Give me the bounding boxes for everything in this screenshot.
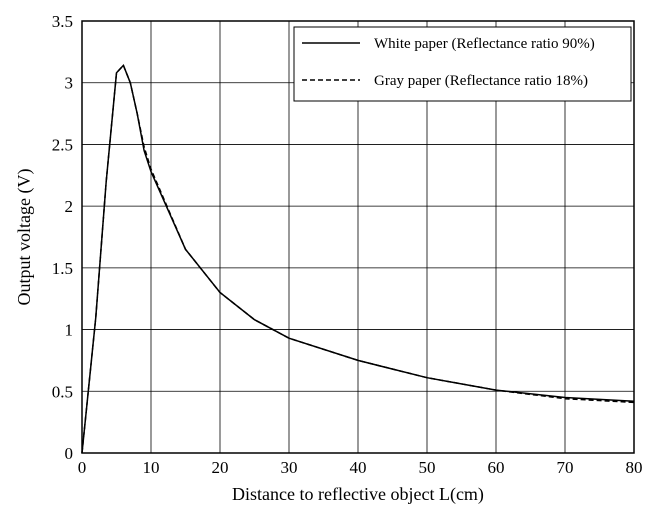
x-tick-label: 10 <box>143 458 160 477</box>
y-axis-label: Output voltage (V) <box>14 169 35 306</box>
y-tick-label: 0.5 <box>52 382 73 401</box>
legend-label-white-paper: White paper (Reflectance ratio 90%) <box>374 36 595 52</box>
x-tick-labels: 0 10 20 30 40 50 60 70 80 <box>78 458 643 477</box>
x-tick-label: 50 <box>419 458 436 477</box>
x-tick-label: 30 <box>281 458 298 477</box>
y-tick-label: 1.5 <box>52 259 73 278</box>
legend-box <box>293 26 632 102</box>
y-tick-labels: 0 0.5 1 1.5 2 2.5 3 3.5 <box>52 12 73 463</box>
y-tick-label: 2.5 <box>52 135 73 154</box>
x-axis-label: Distance to reflective object L(cm) <box>232 484 484 505</box>
x-tick-label: 40 <box>350 458 367 477</box>
y-tick-label: 2 <box>65 197 74 216</box>
legend-label-gray-paper: Gray paper (Reflectance ratio 18%) <box>374 73 588 89</box>
series-lines <box>81 64 635 454</box>
y-tick-label: 0 <box>65 444 74 463</box>
y-tick-label: 3 <box>65 74 74 93</box>
x-tick-label: 80 <box>626 458 643 477</box>
legend: White paper (Reflectance ratio 90%) Gray… <box>293 26 632 102</box>
x-tick-label: 60 <box>488 458 505 477</box>
y-tick-label: 1 <box>65 321 74 340</box>
x-tick-label: 20 <box>212 458 229 477</box>
series-line-gray-paper <box>81 64 635 454</box>
y-tick-label: 3.5 <box>52 12 73 31</box>
x-tick-label: 70 <box>557 458 574 477</box>
plot-frame <box>81 20 635 454</box>
x-tick-label: 0 <box>78 458 87 477</box>
